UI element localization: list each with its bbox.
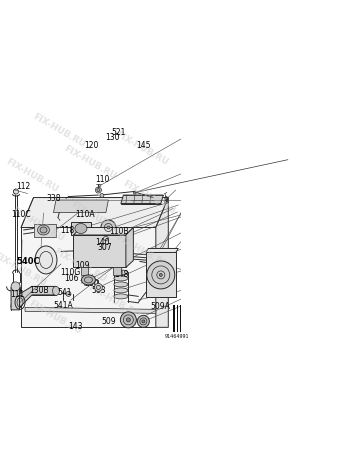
Ellipse shape [133,191,136,194]
Ellipse shape [66,292,71,297]
Bar [173,305,174,333]
Polygon shape [156,198,168,327]
Text: 110A: 110A [75,211,95,220]
Ellipse shape [120,312,136,328]
Ellipse shape [37,225,49,235]
Bar [174,305,175,333]
Text: 112: 112 [16,182,31,191]
Bar [34,224,56,238]
Ellipse shape [114,282,128,287]
Text: FIX-HUB.RU: FIX-HUB.RU [114,130,170,167]
Polygon shape [81,267,89,275]
Ellipse shape [11,282,20,291]
Ellipse shape [100,194,104,198]
Ellipse shape [82,275,96,285]
Text: 540C: 540C [16,257,40,266]
Ellipse shape [94,284,103,292]
Text: 106: 106 [64,274,78,283]
Bar [187,305,188,333]
Polygon shape [74,228,133,235]
Bar [188,305,189,333]
Ellipse shape [75,224,87,234]
Text: 148: 148 [114,270,129,279]
Polygon shape [74,235,126,267]
Text: 563: 563 [92,286,106,295]
Text: 145: 145 [136,141,151,150]
Text: 110B: 110B [109,227,129,236]
Bar [146,252,176,297]
Text: 143: 143 [68,322,83,331]
Text: 110C: 110C [12,210,31,219]
Text: 509A: 509A [150,302,170,311]
Text: 109: 109 [75,261,90,270]
Ellipse shape [154,254,158,260]
Polygon shape [54,200,108,212]
Ellipse shape [112,239,115,243]
Ellipse shape [35,246,57,274]
Text: 110: 110 [95,175,109,184]
Ellipse shape [147,261,175,289]
Ellipse shape [101,220,116,235]
Ellipse shape [114,294,128,299]
Polygon shape [25,307,156,313]
Ellipse shape [52,286,60,295]
Text: 118: 118 [60,226,75,235]
Ellipse shape [114,276,128,281]
Text: 541A: 541A [53,301,73,310]
Ellipse shape [101,234,111,243]
Text: FIX-HUB.RU: FIX-HUB.RU [10,207,65,243]
Ellipse shape [142,320,145,323]
Bar [177,305,178,333]
Bar [184,305,185,333]
Ellipse shape [159,274,162,276]
Ellipse shape [14,189,19,194]
Ellipse shape [114,288,128,293]
Polygon shape [113,267,121,275]
Polygon shape [21,228,156,327]
Text: 110G: 110G [60,268,80,277]
Polygon shape [121,195,163,203]
Text: FIX-HUB.RU: FIX-HUB.RU [62,144,118,181]
Text: FIX-HUB.RU: FIX-HUB.RU [5,157,60,194]
Text: 130B: 130B [29,286,48,295]
Text: FIX-HUB.RU: FIX-HUB.RU [121,180,177,217]
Text: 111: 111 [10,290,25,299]
Text: FIX-HUB.RU: FIX-HUB.RU [31,112,86,149]
Ellipse shape [107,226,110,229]
Text: 91464991: 91464991 [165,334,190,339]
Polygon shape [21,198,168,228]
Bar [181,305,182,333]
Bar [180,305,181,333]
Text: 541: 541 [58,288,72,297]
Text: FIX-HUB.RU: FIX-HUB.RU [27,298,83,336]
Ellipse shape [157,258,162,262]
Ellipse shape [114,270,128,275]
Polygon shape [11,286,56,310]
Text: 338: 338 [46,194,61,202]
Ellipse shape [40,227,47,233]
Ellipse shape [97,189,100,192]
Text: FIX-HUB.RU: FIX-HUB.RU [86,283,142,320]
Ellipse shape [96,187,102,193]
Text: 120: 120 [84,141,99,150]
Text: 260: 260 [85,279,99,288]
Text: 521: 521 [111,128,125,137]
Text: FIX-HUB.RU: FIX-HUB.RU [52,247,107,284]
Ellipse shape [126,318,130,322]
Text: 509: 509 [101,317,116,326]
Text: FIX-HUB.RU: FIX-HUB.RU [114,233,170,270]
Text: 140: 140 [95,238,110,247]
Text: 130: 130 [105,133,120,142]
Ellipse shape [76,241,80,246]
Bar [81,248,91,252]
Ellipse shape [137,315,149,327]
Bar [71,221,91,235]
Text: FIX-HUB.RU: FIX-HUB.RU [0,251,48,288]
Text: FIX-HUB.RU: FIX-HUB.RU [69,200,125,237]
Text: 307: 307 [97,243,112,252]
Polygon shape [146,248,178,252]
Polygon shape [126,228,133,267]
